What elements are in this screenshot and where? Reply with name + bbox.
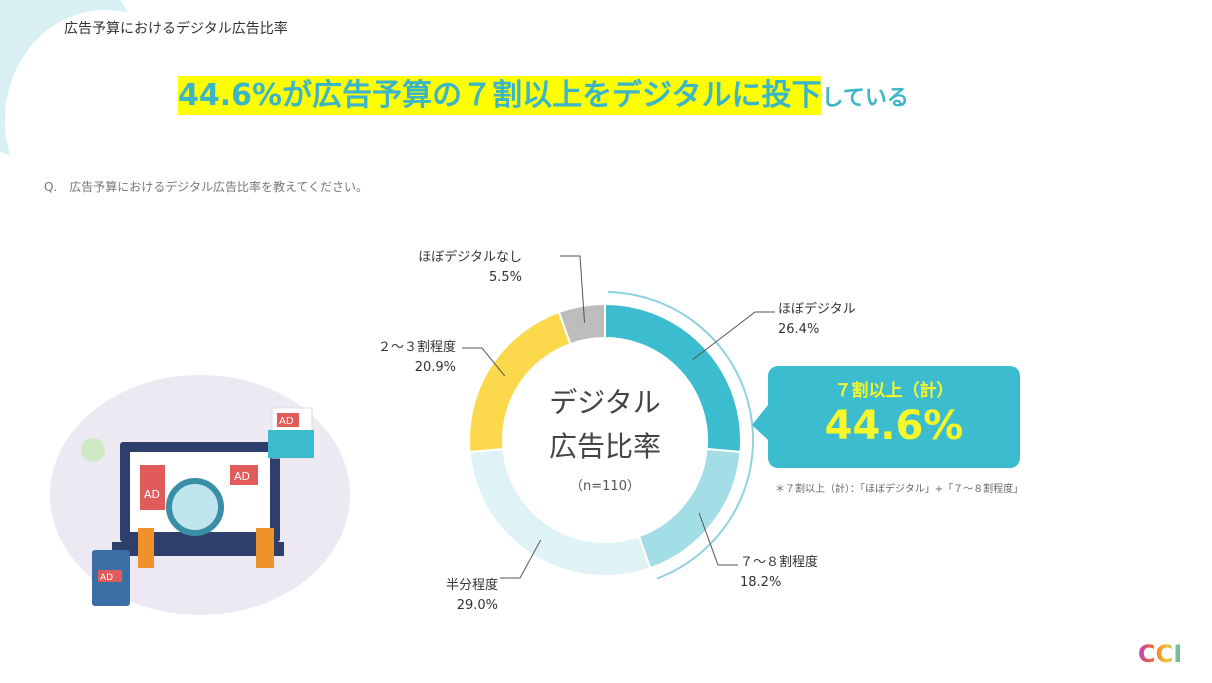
leader-line-0 xyxy=(692,311,775,361)
page-title: 広告予算におけるデジタル広告比率 xyxy=(64,21,288,37)
leader-line-1 xyxy=(698,512,738,566)
headline-highlight: 44.6%が広告予算の７割以上をデジタルに投下 xyxy=(178,76,822,115)
category-label: ほぼデジタル xyxy=(778,302,856,317)
category-label: ７～８割程度 xyxy=(740,555,819,570)
label-slice-0: ほぼデジタル 26.4% xyxy=(778,300,856,340)
leader-line-3 xyxy=(462,347,506,377)
donut-slice-1 xyxy=(637,447,742,570)
callout-value: 44.6% xyxy=(824,403,964,449)
value-label: 20.9% xyxy=(414,360,456,375)
center-title-1: デジタル xyxy=(549,386,660,419)
callout-pointer xyxy=(752,405,768,440)
bracket-arc xyxy=(607,291,754,580)
leader-line-2 xyxy=(500,539,542,579)
label-slice-1: ７～８割程度 18.2% xyxy=(740,553,818,593)
callout-box: ７割以上（計） 44.6% xyxy=(768,366,1020,468)
illustration-ad-analysis: AD AD AD AD xyxy=(50,375,350,615)
label-slice-4: ほぼデジタルなし 5.5% xyxy=(360,248,522,288)
callout-title: ７割以上（計） xyxy=(834,381,954,401)
value-label: 26.4% xyxy=(778,322,820,337)
leader-line-4 xyxy=(560,255,586,323)
category-label: ほぼデジタルなし xyxy=(418,250,522,265)
corner-decoration-mask xyxy=(5,10,205,230)
donut-slice-2 xyxy=(468,447,652,577)
value-label: 29.0% xyxy=(456,598,498,613)
value-label: 5.5% xyxy=(488,270,522,285)
category-label: ２～３割程度 xyxy=(377,340,456,355)
ad-label: AD xyxy=(144,488,160,501)
ad-label: AD xyxy=(279,416,294,427)
label-slice-3: ２～３割程度 20.9% xyxy=(336,338,456,378)
cci-logo: CCI xyxy=(1138,640,1183,668)
footnote: ＊７割以上（計）：「ほぼデジタル」+「７～８割程度」 xyxy=(775,484,1024,495)
question-text: Q. 広告予算におけるデジタル広告比率を教えてください。 xyxy=(44,180,369,194)
ad-label: AD xyxy=(234,470,250,483)
value-label: 18.2% xyxy=(740,575,782,590)
category-label: 半分程度 xyxy=(445,578,498,593)
center-note: （n=110） xyxy=(570,479,640,494)
headline: 44.6%が広告予算の７割以上をデジタルに投下している xyxy=(178,70,909,115)
donut-slice-4 xyxy=(557,302,606,346)
headline-rest: している xyxy=(821,86,909,111)
ad-label: AD xyxy=(100,573,113,583)
center-title-2: 広告比率 xyxy=(549,430,661,463)
label-slice-2: 半分程度 29.0% xyxy=(398,576,498,616)
